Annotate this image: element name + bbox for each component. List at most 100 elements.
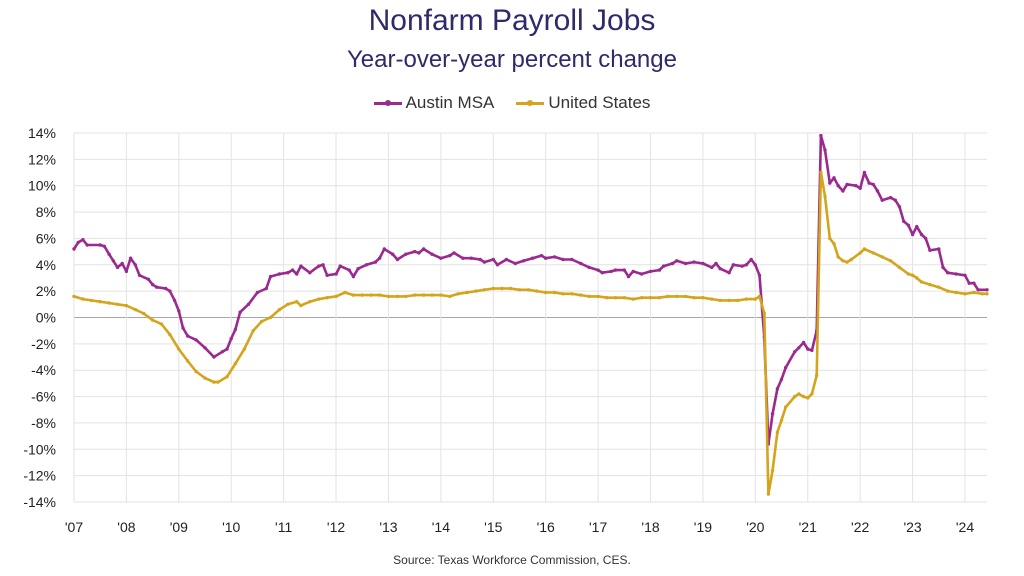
data-point	[107, 252, 111, 256]
data-point	[360, 293, 364, 297]
data-point	[770, 412, 775, 416]
data-point	[448, 294, 452, 299]
data-point	[535, 289, 539, 293]
y-tick-label: 0%	[36, 310, 56, 326]
data-point	[404, 294, 408, 299]
data-point	[744, 263, 749, 267]
data-point	[867, 181, 871, 185]
data-point	[570, 257, 574, 262]
data-point	[954, 272, 958, 276]
data-point	[351, 274, 356, 279]
x-tick-label: '20	[746, 519, 764, 535]
data-point	[871, 251, 875, 255]
data-point	[692, 296, 696, 300]
y-tick-label: 4%	[36, 257, 56, 273]
x-tick-label: '16	[537, 519, 555, 535]
data-point	[290, 268, 295, 272]
data-point	[177, 309, 181, 313]
legend-item-austin: Austin MSA	[373, 93, 494, 113]
chart-subtitle: Year-over-year percent change	[347, 46, 677, 73]
data-point	[906, 223, 911, 227]
data-point	[963, 292, 967, 296]
data-point	[421, 247, 426, 251]
data-point	[801, 394, 806, 399]
data-point	[539, 253, 544, 258]
data-point	[784, 365, 788, 370]
data-point	[482, 260, 487, 264]
data-point	[107, 301, 111, 305]
data-point	[255, 290, 260, 295]
data-point	[797, 392, 801, 396]
data-point	[391, 252, 395, 256]
legend-item-us: United States	[516, 93, 650, 113]
data-point	[626, 274, 631, 279]
data-point	[238, 310, 242, 314]
data-point	[364, 263, 369, 267]
data-point	[421, 293, 426, 297]
y-tick-label: 8%	[36, 204, 56, 220]
chart-title: Nonfarm Payroll Jobs	[368, 4, 656, 37]
data-point	[452, 251, 456, 255]
data-point	[377, 293, 382, 297]
data-point	[845, 260, 849, 264]
data-point	[600, 271, 604, 275]
data-point	[766, 492, 771, 496]
data-point	[277, 272, 282, 276]
data-point	[919, 280, 924, 284]
data-point	[413, 293, 417, 297]
data-point	[828, 181, 832, 185]
data-point	[317, 297, 321, 301]
x-tick-label: '14	[432, 519, 450, 535]
data-point	[482, 288, 487, 292]
data-point	[277, 307, 282, 312]
data-point	[910, 232, 915, 237]
data-point	[137, 273, 142, 277]
data-point	[744, 297, 749, 301]
y-tick-label: 14%	[28, 125, 56, 141]
data-point	[259, 319, 264, 324]
data-point	[500, 286, 504, 291]
data-point	[491, 286, 495, 291]
data-point	[915, 224, 919, 229]
data-point	[736, 298, 740, 303]
data-point	[639, 296, 644, 300]
data-point	[893, 198, 897, 202]
data-point	[613, 268, 618, 272]
data-point	[491, 257, 495, 262]
data-point	[897, 265, 902, 270]
data-point	[862, 247, 867, 251]
data-point	[212, 380, 216, 384]
data-point	[430, 293, 434, 297]
data-point	[815, 373, 819, 378]
data-point	[220, 350, 224, 354]
data-point	[495, 263, 500, 267]
data-point	[373, 260, 378, 264]
data-point	[915, 276, 919, 280]
data-point	[369, 293, 373, 297]
chart-legend: Austin MSA United States	[0, 93, 1024, 113]
legend-swatch-us	[516, 99, 545, 106]
data-point	[587, 294, 591, 299]
data-point	[570, 292, 574, 296]
data-point	[225, 375, 229, 379]
data-point	[828, 236, 832, 241]
data-point	[775, 387, 780, 391]
data-point	[710, 297, 714, 301]
data-point	[985, 292, 989, 296]
data-point	[299, 303, 303, 308]
data-point	[902, 219, 906, 223]
data-point	[246, 302, 251, 306]
grid-layer	[73, 132, 987, 503]
data-point	[317, 264, 321, 268]
data-point	[128, 256, 133, 260]
x-tick-label: '19	[694, 519, 712, 535]
data-point	[517, 288, 522, 292]
data-point	[356, 267, 360, 271]
data-point	[963, 273, 967, 277]
data-point	[155, 285, 159, 289]
data-point	[670, 261, 675, 266]
data-point	[268, 315, 273, 320]
data-point	[841, 259, 845, 263]
data-point	[504, 257, 509, 262]
data-point	[710, 265, 714, 270]
